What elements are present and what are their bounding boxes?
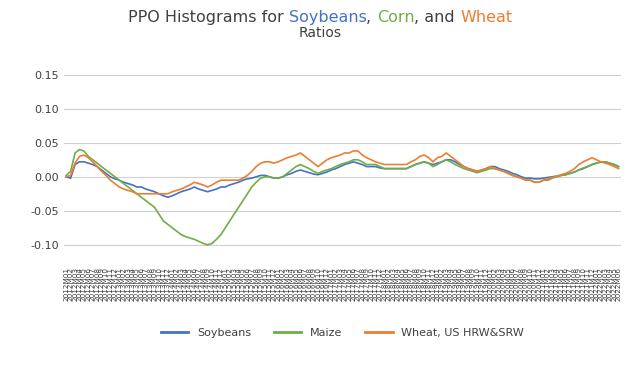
Text: , and: , and — [414, 10, 460, 25]
Text: Wheat: Wheat — [460, 10, 512, 25]
Text: PPO Histograms for: PPO Histograms for — [128, 10, 289, 25]
Legend: Soybeans, Maize, Wheat, US HRW&SRW: Soybeans, Maize, Wheat, US HRW&SRW — [156, 323, 529, 342]
Text: ,: , — [367, 10, 377, 25]
Text: Soybeans: Soybeans — [289, 10, 367, 25]
Text: Corn: Corn — [377, 10, 414, 25]
Text: Ratios: Ratios — [298, 27, 342, 40]
